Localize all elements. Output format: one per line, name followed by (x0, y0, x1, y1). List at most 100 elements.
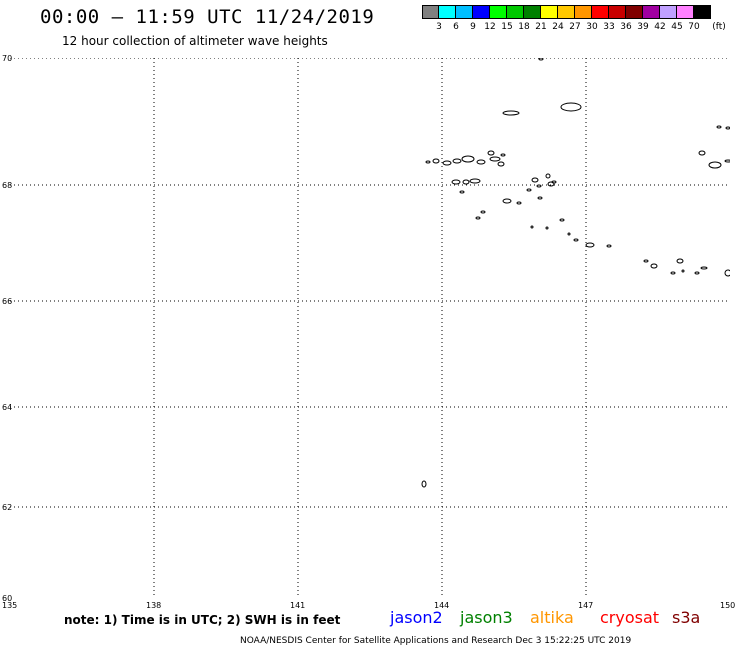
latitude-label: 64 (2, 403, 13, 412)
scale-label: 15 (501, 22, 513, 32)
island (497, 161, 505, 167)
map-area (10, 58, 730, 598)
scale-labels: 3 6 9 12 15 18 21 24 27 30 33 36 39 42 45 70 (ft) (422, 22, 740, 36)
island (432, 158, 440, 164)
latitude-label: 68 (2, 181, 13, 190)
chart-title: 00:00 – 11:59 UTC 11/24/2019 (40, 6, 375, 28)
island (536, 184, 542, 188)
island (547, 181, 555, 187)
scale-swatch (575, 5, 592, 19)
scale-label: 39 (637, 22, 649, 32)
satellite-legend-altika: altika (530, 608, 574, 627)
latitude-label: 70 (2, 54, 13, 63)
scale-swatch (558, 5, 575, 19)
satellite-legend-jason3: jason3 (460, 608, 513, 627)
scale-swatch (541, 5, 558, 19)
longitude-label: 141 (290, 601, 306, 610)
scale-swatch (439, 5, 456, 19)
scale-label: 6 (453, 22, 459, 32)
island (573, 238, 579, 242)
island (476, 159, 486, 165)
island (700, 266, 708, 270)
island (545, 226, 549, 230)
island (489, 156, 501, 162)
island (516, 201, 522, 205)
scale-label: 27 (569, 22, 581, 32)
island (681, 269, 685, 273)
island (442, 160, 452, 166)
island (670, 271, 676, 275)
island (606, 244, 612, 248)
map-svg (10, 58, 730, 598)
scale-label: 45 (671, 22, 683, 32)
wave-height-scale: 3 6 9 12 15 18 21 24 27 30 33 36 39 42 45 70 (ft) (422, 5, 726, 32)
island (560, 102, 582, 112)
scale-label: 42 (654, 22, 666, 32)
island (724, 269, 730, 277)
scale-label: 12 (484, 22, 496, 32)
island (643, 259, 649, 263)
scale-label: 24 (552, 22, 564, 32)
longitude-label: 144 (434, 601, 450, 610)
island (421, 480, 427, 488)
scale-swatch (677, 5, 694, 19)
island (725, 126, 730, 130)
note-text: note: 1) Time is in UTC; 2) SWH is in fe… (64, 613, 341, 627)
island (531, 177, 539, 183)
graticule (10, 58, 730, 598)
scale-swatch (694, 5, 711, 19)
scale-swatch (592, 5, 609, 19)
island (559, 218, 565, 222)
scale-swatch (456, 5, 473, 19)
island (451, 179, 461, 185)
island (650, 263, 658, 269)
scale-swatch (473, 5, 490, 19)
island (724, 159, 730, 163)
scale-swatch (609, 5, 626, 19)
island (500, 153, 506, 157)
island (698, 150, 706, 156)
scale-swatch (626, 5, 643, 19)
island (526, 188, 532, 192)
island (530, 225, 534, 229)
scale-swatch (507, 5, 524, 19)
scale-swatch (490, 5, 507, 19)
coastline (421, 58, 730, 488)
footer-credit: NOAA/NESDIS Center for Satellite Applica… (240, 636, 632, 646)
latitude-label: 60 (2, 594, 13, 603)
island (459, 190, 465, 194)
island (538, 58, 544, 61)
scale-label: (ft) (712, 22, 726, 32)
island (461, 155, 475, 163)
island (551, 180, 557, 184)
island (545, 173, 551, 179)
scale-label: 70 (688, 22, 700, 32)
island (716, 125, 722, 129)
island (452, 158, 462, 164)
scale-swatch (422, 5, 439, 19)
longitude-label: 147 (578, 601, 594, 610)
island (708, 161, 722, 169)
scale-label: 18 (518, 22, 530, 32)
island (537, 196, 543, 200)
scale-swatch (524, 5, 541, 19)
island (585, 242, 595, 248)
longitude-label: 135 (2, 601, 18, 610)
satellite-legend-jason2: jason2 (390, 608, 443, 627)
island (469, 178, 481, 184)
island (502, 110, 520, 116)
island (676, 258, 684, 264)
island (487, 150, 495, 156)
satellite-legend-s3a: s3a (672, 608, 701, 627)
latitude-label: 62 (2, 503, 13, 512)
island (480, 210, 486, 214)
scale-label: 3 (436, 22, 442, 32)
scale-label: 9 (470, 22, 476, 32)
scale-swatch (660, 5, 677, 19)
scale-swatch (643, 5, 660, 19)
longitude-label: 138 (146, 601, 162, 610)
island (694, 271, 700, 275)
chart-subtitle: 12 hour collection of altimeter wave hei… (62, 34, 328, 48)
longitude-label: 150 (720, 601, 736, 610)
satellite-legend-cryosat: cryosat (600, 608, 660, 627)
